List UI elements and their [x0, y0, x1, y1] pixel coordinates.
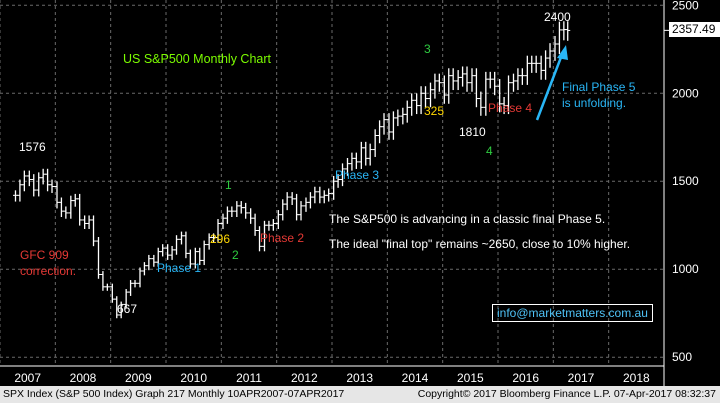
- phase1-label: Phase 1: [157, 261, 202, 275]
- phase5-arrow-head: [557, 45, 568, 60]
- wave4-label: 4: [486, 144, 493, 158]
- footer-copyright: Copyright© 2017 Bloomberg Finance L.P. 0…: [417, 388, 716, 400]
- commentary-line2: The ideal "final top" remains ~2650, clo…: [329, 237, 631, 251]
- wave2-label: 2: [232, 248, 239, 262]
- x-tick-label: 2009: [125, 371, 152, 385]
- phase3-label: Phase 3: [335, 168, 380, 182]
- x-tick-label: 2017: [568, 371, 595, 385]
- x-tick-label: 2016: [512, 371, 539, 385]
- footer-bar: SPX Index (S&P 500 Index) Graph 217 Mont…: [0, 386, 720, 403]
- chart-title: US S&P500 Monthly Chart: [123, 52, 271, 66]
- low-1810-label: 1810: [459, 125, 486, 139]
- wave1-label: 1: [225, 178, 232, 192]
- wave3-label: 3: [424, 42, 431, 56]
- y-tick-label: 1500: [672, 174, 699, 188]
- low-2009-label: 667: [117, 302, 138, 316]
- gfc-label-line1: GFC 909: [20, 248, 69, 262]
- footer-source: SPX Index (S&P 500 Index) Graph 217 Mont…: [3, 388, 345, 400]
- x-tick-label: 2013: [346, 371, 373, 385]
- wave325-label: 325: [424, 104, 445, 118]
- x-tick-label: 2008: [70, 371, 97, 385]
- y-tick-label: 2500: [672, 0, 699, 12]
- x-tick-label: 2014: [402, 371, 429, 385]
- final-phase5-line1: Final Phase 5: [562, 80, 636, 94]
- y-tick-label: 500: [672, 350, 692, 364]
- y-tick-label: 1000: [672, 262, 699, 276]
- high-2007-label: 1576: [19, 140, 46, 154]
- x-tick-label: 2011: [236, 371, 262, 385]
- email-link[interactable]: info@marketmatters.com.au: [492, 304, 653, 322]
- x-tick-label: 2015: [457, 371, 484, 385]
- last-price-box: 2357.49: [669, 22, 720, 37]
- phase4-label: Phase 4: [488, 101, 533, 115]
- phase2-label: Phase 2: [260, 231, 305, 245]
- phase5-arrow-shaft: [535, 51, 565, 121]
- y-tick-label: 2000: [672, 86, 699, 100]
- price-chart: 500 1000 1500 2000 2500 2007 2008 2009 2010 2011 2…: [0, 0, 699, 386]
- gfc-label-line2: correction.: [20, 264, 77, 278]
- x-tick-label: 2010: [180, 371, 207, 385]
- x-tick-label: 2018: [623, 371, 650, 385]
- x-tick-label: 2007: [14, 371, 41, 385]
- commentary-line1: The S&P500 is advancing in a classic fin…: [329, 212, 606, 226]
- high-2400-label: 2400: [544, 10, 571, 24]
- final-phase5-line2: is unfolding.: [562, 96, 627, 110]
- wave296-label: 296: [210, 232, 231, 246]
- x-tick-label: 2012: [291, 371, 318, 385]
